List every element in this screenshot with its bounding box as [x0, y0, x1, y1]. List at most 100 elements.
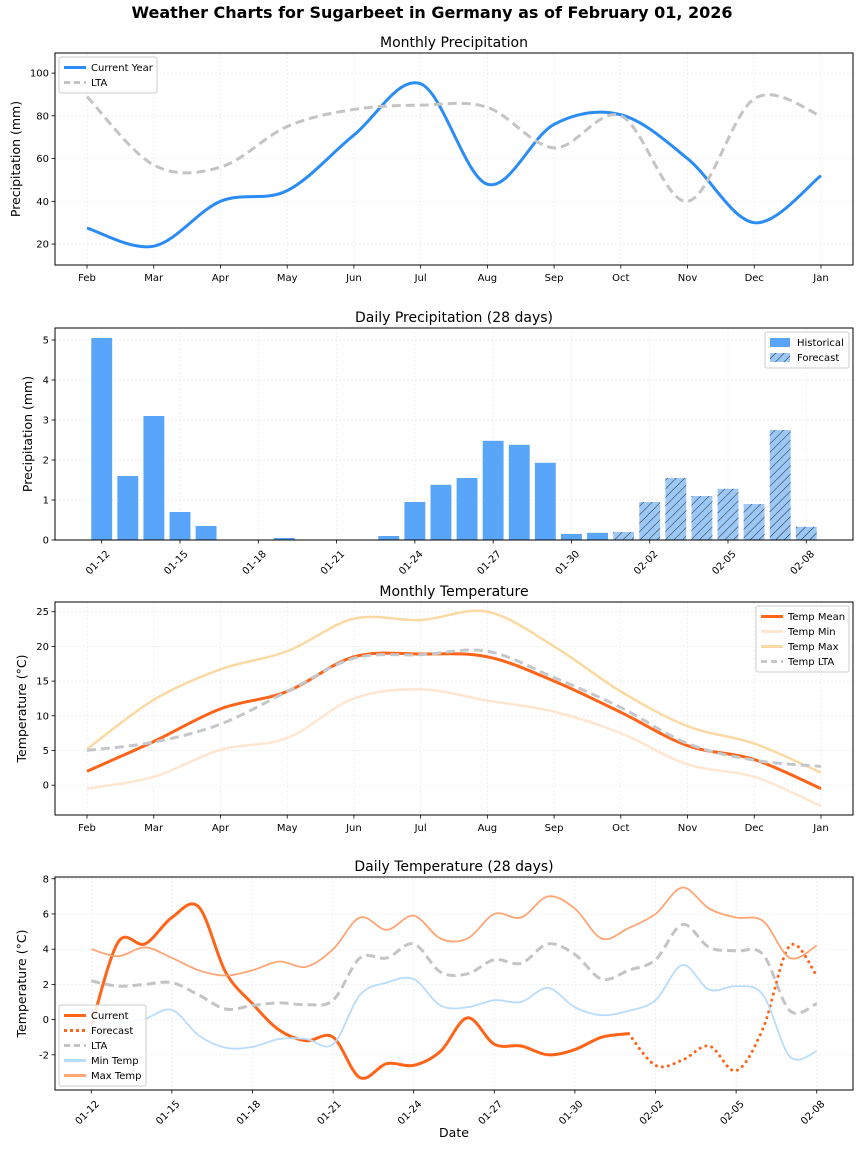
legend-swatch-historical: [770, 338, 790, 347]
legend-label: Current: [91, 1011, 129, 1022]
bar-historical-01-19: [273, 538, 295, 540]
y-tick-label: 25: [36, 607, 49, 618]
y-tick-label: 8: [43, 874, 49, 885]
x-tick-label: Mar: [144, 823, 164, 834]
y-axis-label: Temperature (°C): [14, 655, 29, 764]
legend-hatch: [770, 353, 790, 362]
legend: Current Forecast LTA Min Temp Max Temp: [58, 1004, 147, 1087]
bar-hatch: [665, 478, 687, 540]
series-line-temp-max: [86, 609, 822, 774]
bar-historical-01-15: [169, 512, 191, 540]
x-tick-label: 01-27: [475, 549, 503, 577]
bar-historical-01-14: [143, 416, 165, 540]
x-tick-label: 02-05: [710, 549, 738, 577]
x-tick-label: 01-24: [396, 1099, 424, 1127]
legend: Current Year LTA: [58, 56, 158, 94]
bar-historical-01-26: [456, 478, 478, 540]
bar-hatch: [717, 488, 739, 540]
x-tick-label: 02-08: [789, 549, 817, 577]
chart-daily-temperature-28-days: Daily Temperature (28 days) Temperature (…: [14, 859, 854, 1140]
bar-historical-01-16: [195, 526, 217, 540]
bar-historical-01-29: [534, 462, 556, 540]
bar-hatch: [613, 532, 635, 540]
axes-frame: [54, 52, 854, 266]
legend-box: [58, 1004, 147, 1087]
x-tick-label: 01-15: [162, 549, 190, 577]
x-tick-label: 01-30: [557, 1099, 585, 1127]
bar-historical-01-24: [404, 502, 426, 540]
x-tick-label: Sep: [545, 273, 564, 284]
y-tick-label: 0: [43, 536, 49, 547]
legend-box: [755, 605, 850, 673]
x-tick-label: 01-18: [235, 1099, 263, 1127]
y-tick-label: 40: [36, 197, 49, 208]
chart-monthly-temperature: Monthly Temperature Temperature (°C) 0 5 10 1…: [14, 584, 854, 834]
legend-label: Temp Mean: [787, 612, 845, 623]
chart-monthly-precipitation: Monthly Precipitation Precipitation (mm) 2…: [8, 35, 854, 284]
y-tick-label: 2: [43, 456, 49, 467]
x-tick-label: May: [277, 273, 298, 284]
series-line-temp-mean: [86, 651, 822, 791]
x-tick-label: Feb: [78, 273, 96, 284]
x-tick-label: 02-02: [632, 549, 660, 577]
y-tick-label: 1: [43, 496, 49, 507]
y-tick-label: 15: [36, 677, 49, 688]
chart-title: Daily Temperature (28 days): [354, 859, 553, 875]
legend-label: Historical: [797, 338, 844, 349]
y-tick-label: 5: [43, 746, 49, 757]
y-tick-label: 5: [43, 336, 49, 347]
series-line-current: [89, 902, 629, 1080]
x-tick-label: Mar: [144, 273, 164, 284]
x-tick-label: Aug: [478, 273, 498, 284]
x-tick-label: Sep: [545, 823, 564, 834]
x-tick-label: Jan: [812, 273, 828, 284]
y-tick-label: 20: [36, 642, 49, 653]
x-tick-label: Jul: [414, 273, 427, 284]
legend: Temp Mean Temp Min Temp Max Temp LTA: [755, 605, 850, 673]
y-tick-label: 20: [36, 240, 49, 251]
y-axis-label: Precipitation (mm): [8, 101, 23, 217]
y-tick-label: 6: [43, 909, 49, 920]
x-tick-label: 02-05: [718, 1099, 746, 1127]
x-tick-label: 01-21: [315, 1099, 343, 1127]
chart-title: Daily Precipitation (28 days): [355, 310, 553, 326]
legend-label: LTA: [91, 78, 108, 89]
axes-frame: [54, 601, 854, 816]
y-tick-label: 0: [43, 1015, 49, 1026]
bar-historical-01-12: [91, 338, 113, 540]
bar-hatch: [639, 502, 661, 540]
x-tick-label: 01-21: [319, 549, 347, 577]
x-tick-label: Apr: [212, 823, 230, 834]
legend-label: Forecast: [797, 353, 839, 364]
bar-historical-01-23: [378, 536, 400, 540]
x-tick-label: Nov: [678, 823, 698, 834]
x-tick-label: Oct: [612, 273, 629, 284]
y-tick-label: 3: [43, 416, 49, 427]
x-tick-label: 01-15: [154, 1099, 182, 1127]
y-tick-label: 80: [36, 111, 49, 122]
x-tick-label: 01-18: [241, 549, 269, 577]
series-line-temp-lta: [86, 648, 822, 768]
x-tick-label: 02-08: [799, 1099, 827, 1127]
bar-historical-01-28: [508, 444, 530, 540]
x-tick-label: Dec: [745, 823, 764, 834]
y-tick-label: 4: [43, 376, 49, 387]
x-tick-label: 02-02: [638, 1099, 666, 1127]
legend: Historical Forecast: [764, 331, 850, 369]
series-line-forecast: [627, 942, 819, 1073]
series-line-lta: [85, 93, 822, 203]
x-tick-label: Oct: [612, 823, 629, 834]
x-tick-label: Feb: [78, 823, 96, 834]
bar-hatch: [795, 526, 817, 540]
series-line-min-temp: [91, 964, 818, 1061]
series-line-temp-min: [86, 688, 822, 808]
bar-historical-01-13: [117, 476, 139, 540]
axes-frame: [54, 327, 854, 541]
x-tick-label: Aug: [478, 823, 498, 834]
legend-label: Temp Min: [787, 627, 836, 638]
chart-daily-precipitation-28-days: Daily Precipitation (28 days) Precipitati…: [20, 310, 854, 577]
x-tick-label: 01-27: [477, 1099, 505, 1127]
legend-label: Temp LTA: [787, 657, 834, 668]
x-tick-label: 01-24: [397, 549, 425, 577]
